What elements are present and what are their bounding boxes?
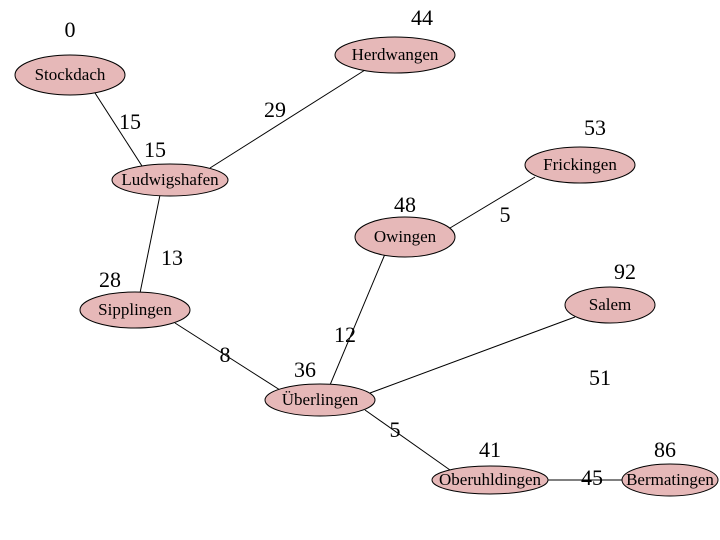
node-weight-ueberlingen: 36	[294, 357, 316, 383]
node-label-ueberlingen: Überlingen	[282, 390, 358, 410]
node-weight-salem: 92	[614, 259, 636, 285]
edge	[330, 254, 385, 385]
node-weight-oberuhldingen: 41	[479, 437, 501, 463]
node-weight-frickingen: 53	[584, 115, 606, 141]
edge-weight: 29	[264, 97, 286, 123]
node-weight-herdwangen: 44	[411, 5, 433, 31]
edge-weight: 45	[581, 465, 603, 491]
node-label-bermatingen: Bermatingen	[626, 470, 714, 490]
node-weight-sipplingen: 28	[99, 267, 121, 293]
edge	[370, 317, 575, 393]
edge	[140, 195, 160, 293]
edge-weight: 5	[500, 202, 511, 228]
node-weight-stockdach: 0	[65, 17, 76, 43]
node-weight-ludwigshafen: 15	[144, 137, 166, 163]
edge-weight: 8	[220, 342, 231, 368]
node-label-sipplingen: Sipplingen	[98, 300, 172, 320]
edge-weight: 13	[161, 245, 183, 271]
node-label-herdwangen: Herdwangen	[352, 45, 439, 65]
edge-weight: 12	[334, 322, 356, 348]
edge	[365, 410, 450, 470]
edge-weight: 15	[119, 109, 141, 135]
edge-weight: 5	[390, 417, 401, 443]
node-label-ludwigshafen: Ludwigshafen	[121, 170, 218, 190]
node-weight-bermatingen: 86	[654, 437, 676, 463]
node-weight-owingen: 48	[394, 192, 416, 218]
node-label-oberuhldingen: Oberuhldingen	[439, 470, 541, 490]
node-label-frickingen: Frickingen	[543, 155, 617, 175]
edge-weight: 51	[589, 365, 611, 391]
node-label-owingen: Owingen	[374, 227, 436, 247]
edge	[450, 177, 535, 228]
node-label-salem: Salem	[589, 295, 632, 315]
node-label-stockdach: Stockdach	[35, 65, 106, 85]
edge	[210, 70, 365, 168]
